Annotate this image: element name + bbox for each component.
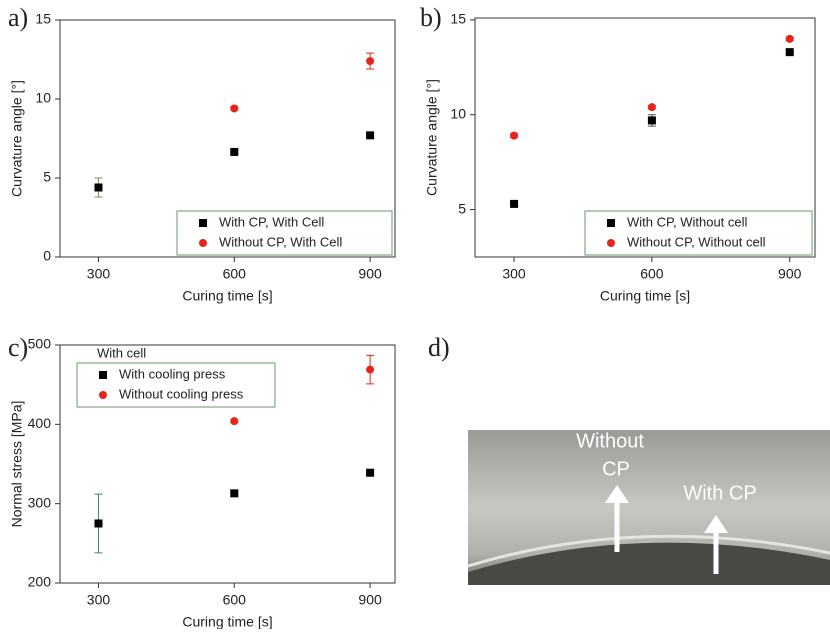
x-tick-label: 300 [87,266,111,282]
x-tick-label: 900 [778,266,802,282]
marker [510,199,519,208]
y-tick-label: 15 [35,11,51,27]
marker [785,34,794,43]
marker [366,365,375,374]
y-tick-label: 400 [28,415,52,431]
y-tick-label: 10 [450,105,466,121]
panel-label: c) [8,333,28,362]
marker [366,131,375,140]
y-tick-label: 10 [35,90,51,106]
marker [510,131,519,140]
legend-label: With cooling press [119,366,226,381]
photo-sample [468,542,830,585]
marker [366,468,375,477]
y-tick-label: 5 [43,169,51,185]
panel-label: b) [420,3,442,32]
legend-label: Without cooling press [119,386,244,401]
y-tick-label: 0 [43,248,51,264]
legend-label: Without CP, Without cell [627,234,766,249]
x-axis-label: Curing time [s] [182,288,272,304]
x-axis-label: Curing time [s] [600,288,690,304]
x-tick-label: 600 [640,266,664,282]
x-tick-label: 900 [358,266,382,282]
y-tick-label: 5 [458,200,466,216]
x-tick-label: 600 [223,266,247,282]
photo-annotation: CP [602,458,630,480]
photo-edge [467,534,830,568]
legend-marker [607,239,615,247]
marker [647,103,656,112]
y-axis-label: Normal stress [MPa] [9,401,25,528]
y-tick-label: 300 [28,494,52,510]
legend-label: With CP, With Cell [219,214,324,229]
panel-label: a) [8,3,28,32]
plot-frame [59,19,396,258]
plot-frame [59,344,396,584]
y-axis-label: Curvature angle [°] [9,80,25,197]
marker [230,417,239,426]
marker [230,104,239,113]
legend-marker [99,391,107,399]
legend-marker [99,371,107,379]
legend-marker [199,239,207,247]
legend-label: Without CP, With Cell [219,234,342,249]
x-tick-label: 600 [223,592,247,608]
marker [366,57,375,66]
y-tick-label: 15 [450,11,466,27]
panel-label: d) [428,333,450,362]
legend-frame [584,210,813,256]
x-tick-label: 300 [502,266,526,282]
legend-label: With CP, Without cell [627,214,748,229]
marker [230,147,239,156]
y-axis-label: Curvature angle [°] [424,79,440,196]
photo-annotation: With CP [683,482,756,504]
plot-frame [474,17,816,258]
marker [94,519,103,528]
marker [647,116,656,125]
legend-frame [176,210,393,256]
y-tick-label: 200 [28,574,52,590]
photo-annotation: Without [576,430,644,452]
x-tick-label: 900 [358,592,382,608]
arrow-head [605,485,629,503]
legend-marker [199,219,207,227]
y-tick-label: 500 [28,336,52,352]
x-axis-label: Curing time [s] [182,614,272,629]
legend-frame [76,362,276,408]
marker [230,489,239,498]
marker [785,48,794,57]
x-tick-label: 300 [87,592,111,608]
marker [94,183,103,192]
legend-marker [607,219,615,227]
arrow-head [704,515,728,533]
legend-title: With cell [97,345,146,360]
